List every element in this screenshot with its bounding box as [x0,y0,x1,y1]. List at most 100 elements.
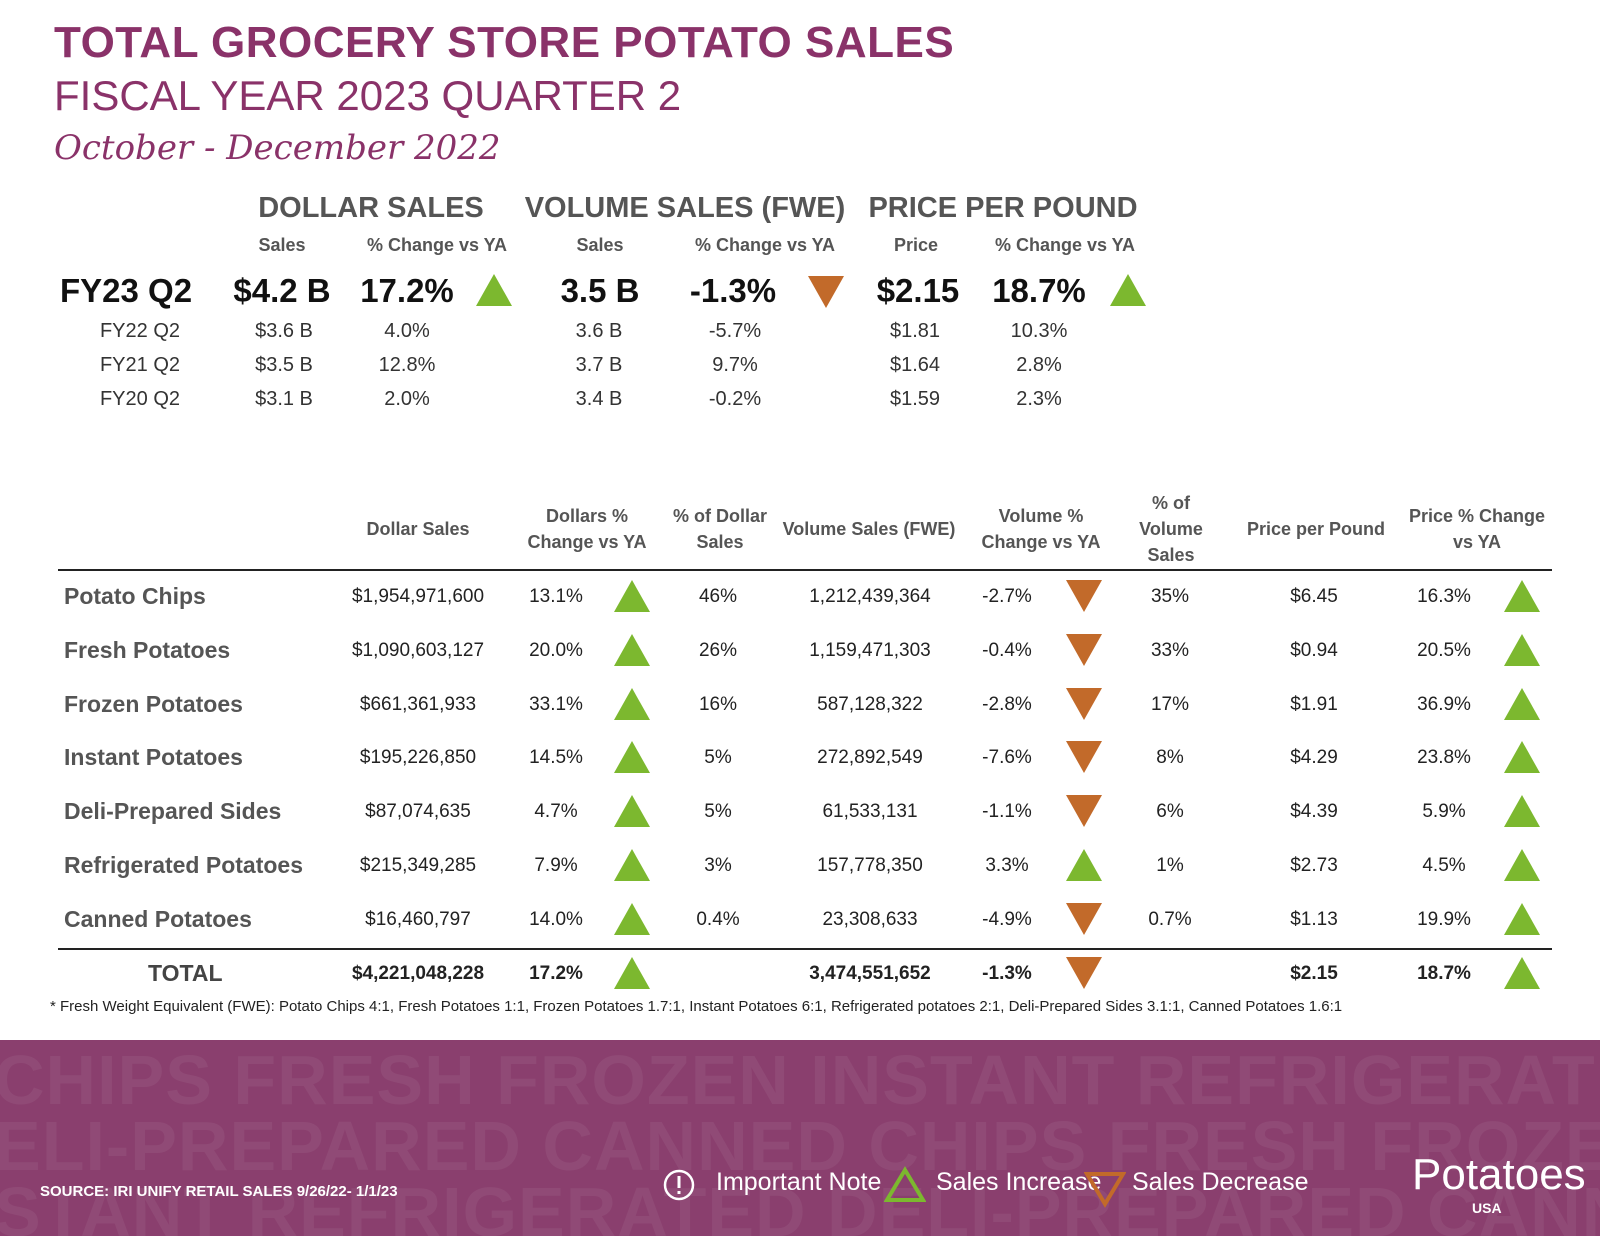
triangle-down-icon [1066,795,1102,827]
col-header-volume-sales: Volume Sales (FWE) [782,519,956,539]
triangle-up-icon [884,1166,926,1202]
cell-pct-volume: 33% [1150,640,1190,661]
triangle-up-icon [1504,688,1540,720]
cell-pct-dollar: 0.4% [696,909,740,930]
cell-dollar-sales: $16,460,797 [365,909,471,930]
volume-sales-subheading: Sales [576,235,624,255]
current-price-trend-icon [1110,274,1146,306]
triangle-down-icon [1066,903,1102,935]
history-period-label: FY22 Q2 [99,320,181,342]
row-label: Instant Potatoes [64,744,243,770]
price-change-subheading: % Change vs YA [994,235,1136,255]
triangle-up-icon [1504,957,1540,989]
cell-price-change: 36.9% [1417,694,1471,715]
table-total-rule [58,948,1552,950]
triangle-up-icon [1504,849,1540,881]
triangle-down-icon [1066,957,1102,989]
cell-dollar-sales: $1,090,603,127 [351,640,485,661]
col-header-price: Price per Pound [1246,519,1386,539]
cell-price-change: 18.7% [1417,963,1471,984]
current-volume-trend-icon [808,276,844,308]
cell-price: $2.15 [1290,963,1338,984]
fwe-footnote: * Fresh Weight Equivalent (FWE): Potato … [50,998,1343,1015]
history-dollar-sales: $3.5 B [255,354,313,376]
cell-volume-change: -2.7% [982,586,1032,607]
cell-pct-volume: 6% [1156,801,1184,822]
col-header-price-change-line1: Price % Change [1408,506,1546,526]
row-label: Canned Potatoes [64,906,252,932]
volume-change-subheading: % Change vs YA [694,235,836,255]
cell-pct-dollar: 3% [704,855,732,876]
triangle-down-icon [1066,580,1102,612]
history-dollar-change: 4.0% [384,320,430,342]
triangle-up-icon [614,741,650,773]
cell-pct-dollar: 16% [698,694,738,715]
triangle-up-icon [614,795,650,827]
col-header-pct-volume-line3: Sales [1147,545,1195,565]
col-header-pct-dollar-line2: Sales [696,532,744,552]
col-header-pct-dollar: % of Dollar Sales [666,503,774,555]
current-dollar-sales: $4.2 B [233,272,331,309]
price-subheading: Price [893,235,939,255]
triangle-up-icon [614,957,650,989]
triangle-down-icon [1066,688,1102,720]
cell-volume-change: -0.4% [982,640,1032,661]
triangle-up-icon [1504,903,1540,935]
triangle-up-icon [1066,849,1102,881]
current-period-label: FY23 Q2 [60,272,193,309]
cell-pct-volume: 35% [1150,586,1190,607]
col-header-price-change-line2: vs YA [1452,532,1502,552]
cell-dollar-change: 20.0% [529,640,583,661]
cell-price: $4.29 [1290,747,1338,768]
current-price-change: 18.7% [992,272,1086,309]
history-dollar-sales: $3.6 B [255,320,313,342]
triangle-up-icon [1504,580,1540,612]
cell-volume-change: -1.3% [982,963,1032,984]
history-price-change: 2.3% [1016,388,1062,410]
history-price: $1.64 [889,354,941,376]
cell-dollar-sales: $87,074,635 [365,801,471,822]
cell-dollar-sales: $1,954,971,600 [351,586,485,607]
cell-volume-sales: 3,474,551,652 [809,963,931,984]
triangle-down-icon [1066,741,1102,773]
page-title: TOTAL GROCERY STORE POTATO SALES [54,18,955,67]
cell-volume-change: 3.3% [985,855,1029,876]
current-volume-change: -1.3% [689,272,777,309]
cell-volume-sales: 23,308,633 [822,909,918,930]
cell-volume-sales: 1,159,471,303 [809,640,931,661]
col-header-pct-dollar-line1: % of Dollar [672,506,767,526]
col-header-pct-volume-line2: Volume [1139,519,1203,539]
col-header-dollar-change-line1: Dollars % [545,506,629,526]
watermark-line: ELI-PREPARED CANNED CHIPS FRESH FROZEN I… [0,1107,1600,1185]
cell-dollar-sales: $195,226,850 [359,747,477,768]
triangle-up-icon [614,849,650,881]
cell-price: $4.39 [1290,801,1338,822]
row-label: Potato Chips [64,583,206,609]
cell-pct-volume: 8% [1156,747,1184,768]
potatoes-usa-logo-sub: USA [1472,1200,1502,1216]
history-volume-sales: 3.6 B [575,320,623,342]
triangle-up-icon [614,580,650,612]
cell-dollar-sales: $4,221,048,228 [351,963,485,984]
triangle-up-icon [1504,634,1540,666]
col-header-pct-volume: % of Volume Sales [1120,490,1222,568]
cell-dollar-change: 13.1% [529,586,583,607]
cell-dollar-change: 4.7% [534,801,578,822]
history-period-label: FY21 Q2 [99,354,181,376]
cell-volume-change: -4.9% [982,909,1032,930]
row-label: Fresh Potatoes [64,637,231,663]
footer-band: CHIPS FRESH FROZEN INSTANT REFRIGERATED … [0,1040,1600,1236]
history-volume-change: 9.7% [712,354,758,376]
cell-volume-sales: 1,212,439,364 [809,586,931,607]
watermark-line: CHIPS FRESH FROZEN INSTANT REFRIGERATED … [0,1041,1600,1119]
history-volume-change: -5.7% [708,320,762,342]
total-row-label: TOTAL [148,960,223,986]
legend-important-note: Important Note [716,1168,882,1196]
cell-dollar-sales: $215,349,285 [359,855,477,876]
history-period-label: FY20 Q2 [99,388,181,410]
cell-price: $1.91 [1290,694,1338,715]
cell-price-change: 5.9% [1422,801,1466,822]
dollar-sales-subheading: Sales [258,235,306,255]
col-header-dollar-change-line2: Change vs YA [527,532,647,552]
history-price-change: 2.8% [1016,354,1062,376]
